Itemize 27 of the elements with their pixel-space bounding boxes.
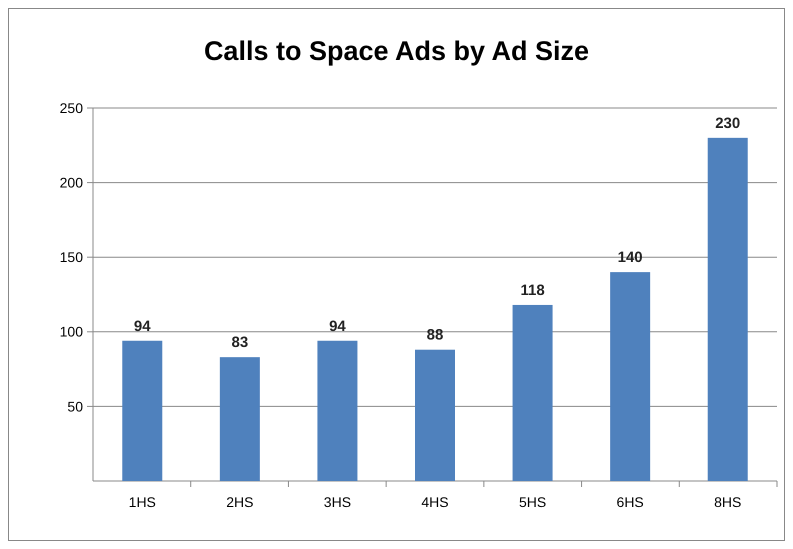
data-label: 94	[134, 318, 152, 335]
x-tick-label: 2HS	[226, 494, 254, 510]
x-tick-label: 4HS	[421, 494, 449, 510]
data-label: 94	[329, 318, 346, 335]
y-tick-label: 100	[60, 324, 84, 340]
bar	[220, 357, 260, 481]
y-tick-label: 150	[60, 249, 84, 266]
y-tick-label: 200	[60, 174, 84, 190]
y-tick-label: 50	[67, 398, 84, 414]
bar	[317, 340, 358, 481]
bar	[512, 304, 553, 481]
y-tick-label: 250	[60, 100, 84, 116]
x-tick-label: 5HS	[518, 494, 546, 510]
x-tick-label: 8HS	[714, 494, 742, 510]
bar	[708, 138, 748, 481]
data-label: 88	[426, 326, 444, 344]
x-tick-label: 6HS	[616, 494, 644, 510]
data-label: 140	[618, 249, 643, 266]
bar	[414, 350, 456, 481]
x-tick-label: 3HS	[324, 494, 352, 510]
bar	[122, 340, 162, 481]
data-label: 118	[520, 282, 545, 299]
data-label: 230	[715, 114, 740, 132]
bar	[610, 272, 650, 481]
chart-title: Calls to Space Ads by Ad Size	[204, 36, 590, 66]
x-tick-label: 1HS	[128, 494, 156, 510]
data-label: 83	[232, 334, 248, 352]
